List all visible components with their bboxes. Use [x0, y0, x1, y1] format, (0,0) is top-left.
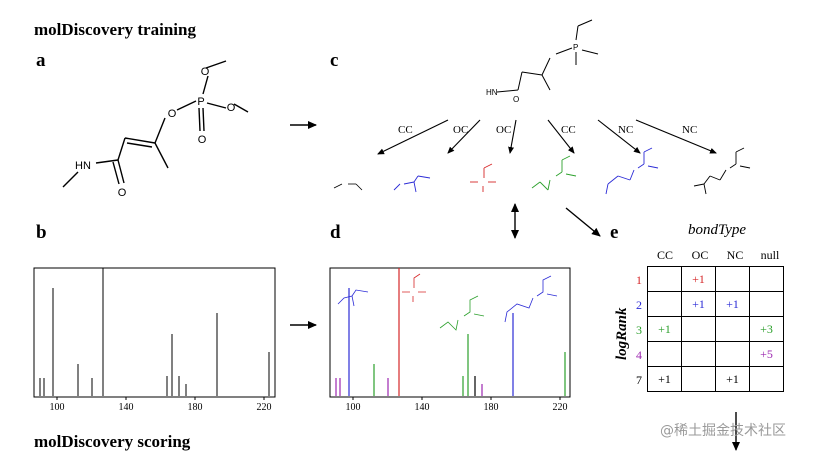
atom-label: O	[513, 95, 519, 104]
tick-label: 220	[257, 402, 272, 413]
edge-label: OC	[453, 124, 468, 136]
spectrum-d-ticks: 100 140 180 220	[346, 397, 568, 413]
table-cell	[715, 266, 750, 292]
table-cell: +3	[749, 316, 784, 342]
training-title: molDiscovery training	[34, 20, 196, 39]
spectrum-b-ticks: 100 140 180 220	[50, 397, 272, 413]
tick-label: 100	[346, 402, 361, 413]
table-cell	[647, 291, 682, 317]
panel-label-d: d	[330, 222, 341, 243]
panel-label-a: a	[36, 50, 46, 71]
table-cell: +1	[681, 291, 716, 317]
atom-label: O	[118, 187, 127, 199]
table-cell	[749, 291, 784, 317]
edge-label: OC	[496, 124, 511, 136]
row-header-rank-4: 4	[636, 348, 642, 362]
fragment-edge-labels: CC OC OC CC NC NC	[398, 124, 697, 136]
tick-label: 100	[50, 402, 65, 413]
fragment-6	[693, 147, 751, 195]
scoring-title: molDiscovery scoring	[34, 432, 191, 451]
table-cell	[681, 366, 716, 392]
bondtype-table: +1 +1 +1 +1 +3 +5 +1 +1	[647, 266, 784, 392]
atom-label: HN	[486, 88, 498, 97]
tick-label: 220	[553, 402, 568, 413]
row-header-rank-2: 2	[636, 298, 642, 312]
atom-label: P	[197, 96, 204, 108]
fragment-4	[531, 155, 577, 191]
edge-label: CC	[398, 124, 413, 136]
spectrum-d-fragments	[337, 273, 558, 331]
table-cell	[647, 266, 682, 292]
tick-label: 140	[415, 402, 430, 413]
table-cell	[715, 341, 750, 367]
molecule-c	[496, 19, 599, 93]
table-row: +1	[647, 266, 784, 292]
table-row: +1 +3	[647, 316, 784, 342]
spectrum-b-frame	[33, 267, 276, 398]
table-cell	[681, 341, 716, 367]
atom-label: O	[198, 134, 207, 146]
atom-label: P	[573, 43, 578, 52]
watermark: @稀土掘金技术社区	[660, 423, 786, 439]
bondtype-title: bondType	[688, 222, 747, 238]
panel-label-e: e	[610, 222, 619, 243]
table-cell	[749, 366, 784, 392]
column-header-cc: CC	[656, 248, 673, 262]
table-cell	[681, 316, 716, 342]
fragment-1	[333, 183, 363, 191]
edge-label: NC	[682, 124, 697, 136]
column-header-nc: NC	[726, 248, 744, 262]
column-header-oc: OC	[691, 248, 709, 262]
table-cell	[647, 341, 682, 367]
edge-label: NC	[618, 124, 633, 136]
fragment-arrows	[377, 119, 717, 155]
panel-label-b: b	[36, 222, 47, 243]
atom-label: O	[227, 102, 236, 114]
fragment-3	[470, 163, 496, 192]
atom-label: O	[201, 66, 210, 78]
molecule-a	[62, 60, 249, 188]
fragment-5	[605, 147, 659, 195]
row-header-rank-3: 3	[636, 323, 642, 337]
tick-label: 140	[119, 402, 134, 413]
table-cell: +1	[715, 291, 750, 317]
table-cell: +5	[749, 341, 784, 367]
column-header-null: null	[760, 248, 780, 262]
fragment-2	[393, 175, 431, 193]
spectrum-b-peaks	[39, 268, 270, 396]
spectrum-d-peaks	[335, 268, 566, 396]
atom-label: O	[168, 108, 177, 120]
table-cell	[715, 316, 750, 342]
atom-label: HN	[75, 160, 91, 172]
table-row: +1 +1	[647, 291, 784, 317]
table-row: +1 +1	[647, 366, 784, 392]
tick-label: 180	[484, 402, 499, 413]
panel-label-c: c	[330, 50, 339, 71]
table-cell: +1	[681, 266, 716, 292]
table-cell: +1	[715, 366, 750, 392]
tick-label: 180	[188, 402, 203, 413]
table-row: +5	[647, 341, 784, 367]
spectrum-d-frame	[329, 267, 571, 398]
edge-label: CC	[561, 124, 576, 136]
row-header-rank-7: 7	[636, 373, 642, 387]
molecule-a-atoms: HN O O P O O O	[75, 66, 236, 199]
table-cell: +1	[647, 366, 682, 392]
table-cell	[749, 266, 784, 292]
arrow-to-e	[565, 207, 601, 237]
table-cell: +1	[647, 316, 682, 342]
row-header-rank-1: 1	[636, 273, 642, 287]
